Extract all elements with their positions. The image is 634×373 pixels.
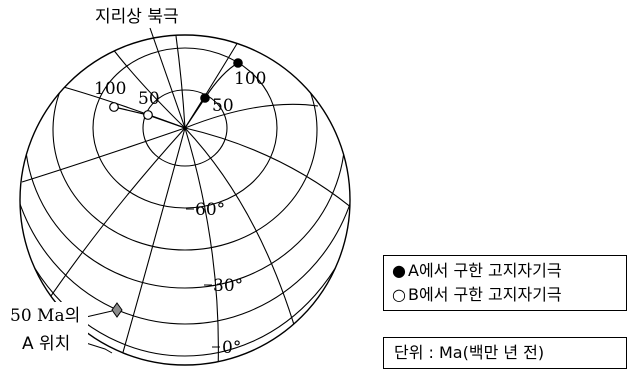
pole-label: 지리상 북극 [95,7,179,27]
path-b-age-100: 100 [94,79,126,99]
meridian [184,127,301,346]
site-label-line1: 50 Ma의 [10,306,80,326]
site-leader-line [85,310,113,318]
latitude-label-0: 0° [222,338,241,358]
latitude-label-30: 30° [213,276,243,296]
latitude-circle-0 [20,35,350,357]
latitude-circle-15 [20,35,350,325]
meridian [184,127,219,365]
path-b-marker-100 [109,102,119,112]
site-label-line2: A 위치 [22,334,70,354]
latitude-circle-45 [52,35,318,251]
unit-note: 단위 : Ma(백만 년 전) [383,337,627,369]
meridian [184,127,350,209]
latitude-circle-75 [142,89,228,167]
meridian [21,127,186,183]
path-a-age-100: 100 [234,69,266,89]
path-a-marker-50 [200,93,210,103]
path-a-age-50: 50 [212,96,234,116]
latitude-circle-60 [92,47,278,209]
open-circle-icon: ○ [392,285,406,304]
latitude-circle-30 [24,35,346,289]
path-a-marker-100 [233,58,243,68]
filled-circle-icon: ● [392,261,406,280]
site-label-bg [8,302,88,354]
meridian [117,127,186,365]
globe-outline [19,34,351,366]
legend-text-b: B에서 구한 고지자기극 [408,285,562,304]
meridian [175,35,186,129]
legend-row-b: ○ B에서 구한 고지자기극 [392,283,626,307]
meridian [184,103,319,129]
legend-row-a: ● A에서 구한 고지자기극 [392,259,626,283]
pole-leader-line [149,27,186,129]
path-b-age-50: 50 [138,89,160,109]
meridian [39,127,186,313]
site-leader-line-2 [85,342,113,354]
latitude-label-60: 60° [195,200,225,220]
meridian [111,47,186,129]
site-a-marker [111,302,123,318]
legend-text-a: A에서 구한 고지자기극 [408,261,562,280]
path-b-marker-50 [143,110,153,120]
legend: ● A에서 구한 고지자기극 ○ B에서 구한 고지자기극 [383,255,627,311]
